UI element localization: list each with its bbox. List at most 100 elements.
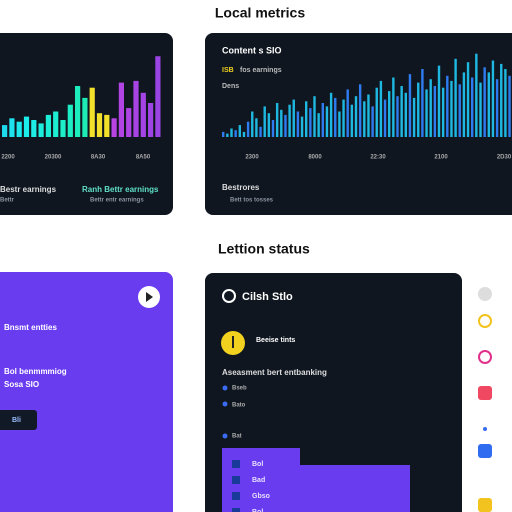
icon[interactable] (483, 427, 487, 431)
bar (296, 111, 300, 137)
list-dot (222, 401, 228, 407)
bar (155, 56, 161, 137)
list-dot (222, 385, 228, 391)
bar (433, 86, 437, 137)
rows-panel (222, 448, 410, 512)
bar (462, 72, 466, 137)
axis-label: 2100 (434, 155, 448, 161)
bar (230, 128, 233, 137)
promo-button[interactable] (0, 410, 37, 430)
bar (363, 101, 366, 137)
bar (255, 118, 258, 137)
subtitle: fos earnings (240, 67, 282, 74)
bar (288, 104, 291, 137)
badge: ISB (222, 67, 234, 74)
axis-label: 22:30 (370, 155, 386, 161)
list-item: Bseb (232, 386, 247, 392)
bar (104, 114, 110, 137)
bar (495, 79, 499, 137)
bar (429, 79, 432, 137)
promo-card[interactable] (0, 272, 173, 512)
bar (234, 130, 237, 137)
icon[interactable] (478, 287, 492, 301)
bar (133, 80, 139, 137)
bar (45, 114, 51, 137)
promo-line: Sosa SIO (4, 380, 39, 389)
bar (60, 120, 66, 137)
bar (437, 65, 441, 137)
axis-label: 8A50 (136, 155, 151, 161)
bar (300, 116, 304, 137)
bar (458, 84, 461, 137)
promo-line: Bol benmmmiog (4, 367, 67, 376)
bar (251, 111, 254, 137)
bar (388, 91, 391, 137)
note: Bett tos tosses (230, 198, 274, 204)
caption: Dens (222, 83, 239, 90)
icon[interactable] (478, 444, 492, 458)
bar (222, 131, 225, 137)
bar (305, 101, 308, 137)
bar (96, 113, 103, 137)
bar (82, 97, 88, 137)
bar (358, 84, 362, 137)
bar (38, 123, 44, 137)
bar (412, 97, 416, 137)
bar (313, 96, 316, 137)
rows: Bol Bad Gbso Bol (232, 460, 270, 512)
bar (338, 111, 341, 137)
bar (446, 75, 449, 137)
row-icon (232, 492, 240, 500)
bar (392, 77, 395, 137)
bar (500, 63, 503, 137)
bar (271, 120, 275, 137)
list-heading: Aseasment bert entbanking (222, 368, 327, 377)
bar (375, 87, 378, 137)
bar (404, 92, 407, 137)
bar (441, 87, 445, 137)
axis-label: 8A30 (91, 155, 106, 161)
list-dot (222, 433, 228, 439)
row-label: Bol (252, 461, 263, 468)
icon[interactable] (478, 314, 492, 328)
icon[interactable] (478, 498, 492, 512)
bar (53, 111, 59, 137)
row-icon (232, 476, 240, 484)
bar (454, 58, 457, 137)
bar (284, 114, 287, 137)
bar (317, 113, 320, 137)
icon[interactable] (478, 350, 492, 364)
bar (263, 106, 266, 137)
legend-label: Bestr earnings (0, 185, 57, 194)
bar (483, 67, 486, 137)
bar (226, 133, 229, 137)
status-title: Cilsh Stlo (242, 291, 293, 303)
bar (329, 92, 333, 137)
bar (417, 82, 420, 137)
status-icon (222, 289, 236, 303)
bar (111, 118, 117, 137)
note: Bettr (0, 198, 15, 204)
bar (346, 89, 349, 137)
list-item: Bato (232, 403, 246, 409)
bar (396, 96, 399, 137)
bar (379, 80, 383, 137)
bar (367, 94, 370, 137)
bar (16, 121, 22, 137)
bar (31, 120, 37, 137)
axis-label: 2200 (1, 155, 15, 161)
bar (425, 89, 428, 137)
row-label: Bol (252, 509, 263, 512)
bar (280, 109, 283, 137)
icon[interactable] (478, 386, 492, 400)
card-title: Content s SIO (222, 45, 282, 55)
bar (350, 104, 354, 137)
bar (383, 99, 387, 137)
icon-column (478, 287, 492, 512)
bar (342, 99, 345, 137)
bar (2, 125, 8, 137)
bar (491, 60, 495, 137)
bar (275, 103, 279, 137)
row-icon (232, 508, 240, 512)
bar (450, 80, 453, 137)
